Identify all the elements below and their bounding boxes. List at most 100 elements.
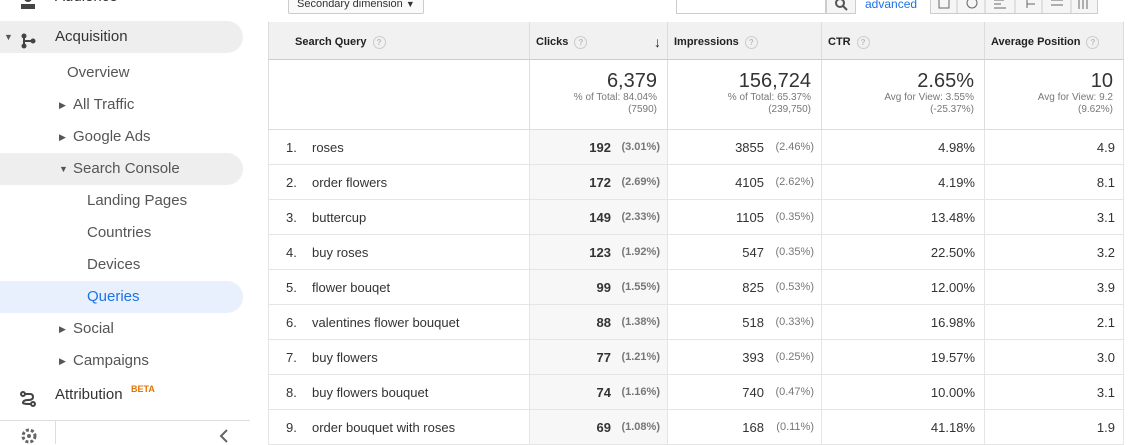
- query-text[interactable]: order bouquet with roses: [312, 420, 456, 435]
- nav-item[interactable]: ▶ Google Ads: [0, 121, 243, 153]
- nav-item[interactable]: ▼ Acquisition: [0, 21, 243, 53]
- position-cell: 2.1: [985, 305, 1124, 340]
- impressions-value: 547: [742, 245, 764, 260]
- impressions-value: 518: [742, 315, 764, 330]
- sidebar: Audience ▼ Acquisition Overview ▶ All Traffic…: [0, 0, 250, 443]
- impressions-cell: 393 (0.25%): [668, 340, 822, 375]
- nav-item[interactable]: Landing Pages: [0, 185, 243, 217]
- row-index: 7.: [286, 350, 297, 365]
- query-text[interactable]: buy flowers: [312, 350, 378, 365]
- impressions-value: 825: [742, 280, 764, 295]
- row-index: 9.: [286, 420, 297, 435]
- ctr-cell: 16.98%: [822, 305, 985, 340]
- help-icon[interactable]: ?: [856, 35, 870, 49]
- total-note: % of Total: 84.04%: [573, 92, 657, 103]
- nav-item[interactable]: Countries: [0, 217, 243, 249]
- column-header[interactable]: Clicks? ↓: [530, 22, 668, 60]
- header-label: Impressions: [674, 36, 739, 48]
- nav-item[interactable]: ▶ All Traffic: [0, 89, 243, 121]
- position-value: 1.9: [1096, 420, 1115, 435]
- data-table: Search Query? Clicks? ↓ Impressions? CTR? Ave…: [268, 0, 1136, 445]
- impressions-share: (0.47%): [775, 386, 814, 398]
- query-text[interactable]: roses: [312, 140, 344, 155]
- clicks-cell: 69 (1.08%): [530, 410, 668, 445]
- impressions-cell: 3855 (2.46%): [668, 130, 822, 165]
- caret: ▶: [59, 100, 66, 110]
- impressions-cell: 168 (0.11%): [668, 410, 822, 445]
- clicks-value: 99: [596, 280, 611, 295]
- position-value: 8.1: [1096, 175, 1115, 190]
- nav-label: Landing Pages: [87, 192, 188, 209]
- nav-item[interactable]: Devices: [0, 249, 243, 281]
- help-icon[interactable]: ?: [744, 35, 758, 49]
- position-cell: 4.9: [985, 130, 1124, 165]
- impressions-share: (0.35%): [775, 211, 814, 223]
- nav-label: Campaigns: [73, 352, 149, 369]
- header-label: Average Position: [991, 36, 1081, 48]
- query-cell: 3. buttercup: [268, 200, 530, 235]
- nav-icon: [20, 0, 36, 9]
- nav-item[interactable]: Overview: [0, 57, 243, 89]
- impressions-cell: 4105 (2.62%): [668, 165, 822, 200]
- clicks-cell: 74 (1.16%): [530, 375, 668, 410]
- query-text[interactable]: flower bouqet: [312, 280, 391, 295]
- nav-item[interactable]: ▶ Social: [0, 313, 243, 345]
- ctr-cell: 13.48%: [822, 200, 985, 235]
- nav-item[interactable]: Attribution BETA: [0, 379, 243, 411]
- column-header[interactable]: Impressions?: [668, 22, 822, 60]
- search-button[interactable]: [826, 0, 856, 14]
- query-text[interactable]: buy roses: [312, 245, 369, 260]
- clicks-value: 123: [589, 245, 611, 260]
- position-cell: 1.9: [985, 410, 1124, 445]
- clicks-value: 88: [596, 315, 611, 330]
- row-index: 3.: [286, 210, 297, 225]
- nav-label: Search Console: [73, 160, 180, 177]
- nav-item[interactable]: Queries: [0, 281, 243, 313]
- total-value: 156,724: [738, 70, 811, 92]
- row-index: 1.: [286, 140, 297, 155]
- help-icon[interactable]: ?: [1086, 35, 1100, 49]
- total-note: % of Total: 65.37%: [727, 92, 811, 103]
- impressions-cell: 740 (0.47%): [668, 375, 822, 410]
- query-text[interactable]: order flowers: [312, 175, 388, 190]
- collapse-icon[interactable]: [218, 429, 230, 443]
- nav-item[interactable]: Audience: [0, 0, 243, 13]
- column-header[interactable]: Search Query?: [268, 22, 530, 60]
- query-text[interactable]: valentines flower bouquet: [312, 315, 460, 330]
- position-cell: 3.0: [985, 340, 1124, 375]
- query-text[interactable]: buttercup: [312, 210, 367, 225]
- secondary-dimension-button[interactable]: Secondary dimension ▼: [288, 0, 424, 14]
- impressions-value: 168: [742, 420, 764, 435]
- column-header[interactable]: CTR?: [822, 22, 985, 60]
- search-box[interactable]: [676, 0, 826, 14]
- advanced-link[interactable]: advanced: [865, 0, 918, 11]
- column-header[interactable]: Average Position?: [985, 22, 1124, 60]
- sort-arrow[interactable]: ↓: [654, 34, 661, 50]
- total-note: (-25.37%): [930, 104, 974, 115]
- clicks-share: (1.08%): [621, 421, 660, 433]
- help-icon[interactable]: ?: [574, 35, 588, 49]
- settings-icon[interactable]: [20, 427, 38, 445]
- position-cell: 3.9: [985, 270, 1124, 305]
- clicks-value: 77: [596, 350, 611, 365]
- row-index: 4.: [286, 245, 297, 260]
- row-index: 5.: [286, 280, 297, 295]
- position-value: 3.1: [1096, 385, 1115, 400]
- totals-cell: [268, 60, 530, 130]
- nav-label: Acquisition: [55, 28, 128, 45]
- clicks-value: 74: [596, 385, 611, 400]
- view-toggles[interactable]: [930, 0, 1098, 14]
- nav-item[interactable]: ▶ Campaigns: [0, 345, 243, 377]
- ctr-value: 10.00%: [930, 385, 975, 400]
- help-icon[interactable]: ?: [372, 35, 386, 49]
- header-label: Search Query: [295, 36, 367, 48]
- ctr-cell: 12.00%: [822, 270, 985, 305]
- clicks-share: (3.01%): [621, 141, 660, 153]
- query-cell: 2. order flowers: [268, 165, 530, 200]
- gutter: [250, 0, 268, 443]
- header-label: CTR: [828, 36, 851, 48]
- query-text[interactable]: buy flowers bouquet: [312, 385, 429, 400]
- impressions-value: 4105: [735, 175, 764, 190]
- beta-badge: BETA: [131, 384, 155, 394]
- nav-item[interactable]: ▼ Search Console: [0, 153, 243, 185]
